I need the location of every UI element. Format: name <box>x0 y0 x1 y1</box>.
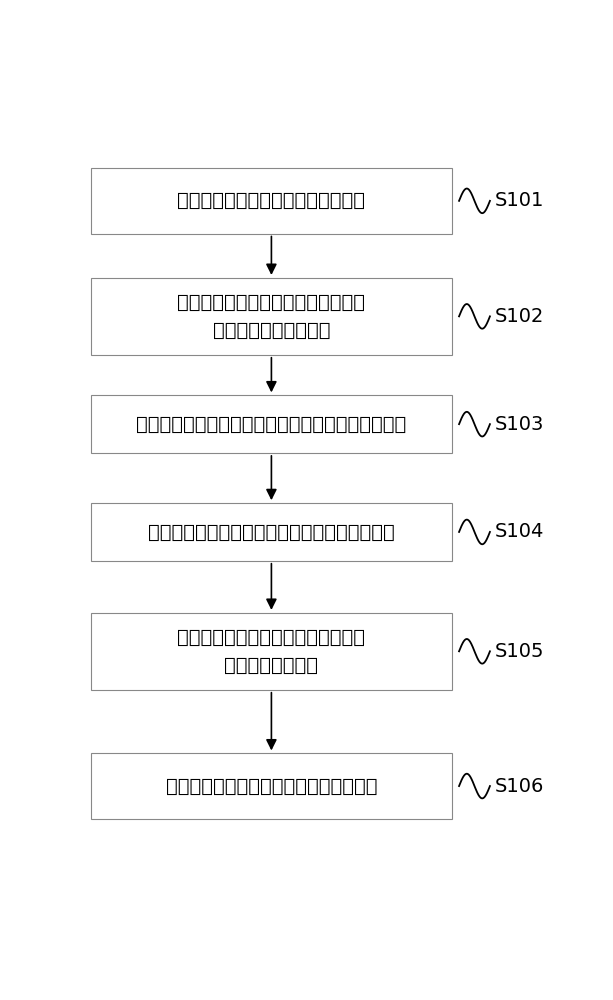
Text: S105: S105 <box>495 642 544 661</box>
Text: 采集换热器的多个样本组的过程数据: 采集换热器的多个样本组的过程数据 <box>177 191 365 210</box>
Text: 对结垢热阻进行消噪处理，生成消噪后结垢热阻: 对结垢热阻进行消噪处理，生成消噪后结垢热阻 <box>148 522 395 541</box>
FancyBboxPatch shape <box>91 613 452 690</box>
Text: S103: S103 <box>495 415 544 434</box>
Text: 根据均值和方差判断换热器是否发生漏流: 根据均值和方差判断换热器是否发生漏流 <box>166 777 377 796</box>
FancyBboxPatch shape <box>91 395 452 453</box>
FancyBboxPatch shape <box>91 753 452 819</box>
Text: 以过程数据为输入条件，利用能量平
衡方程计算总传热系数: 以过程数据为输入条件，利用能量平 衡方程计算总传热系数 <box>177 293 365 340</box>
Text: S101: S101 <box>495 191 544 210</box>
Text: S102: S102 <box>495 307 544 326</box>
Text: 利用总传热系数方程，根据总传热系数计算结垢热阻: 利用总传热系数方程，根据总传热系数计算结垢热阻 <box>136 415 406 434</box>
Text: 根据消噪后结垢热阻计算消噪后结垢
热阻的均值和方差: 根据消噪后结垢热阻计算消噪后结垢 热阻的均值和方差 <box>177 628 365 675</box>
FancyBboxPatch shape <box>91 278 452 355</box>
FancyBboxPatch shape <box>91 168 452 234</box>
Text: S104: S104 <box>495 522 544 541</box>
FancyBboxPatch shape <box>91 503 452 561</box>
Text: S106: S106 <box>495 777 544 796</box>
